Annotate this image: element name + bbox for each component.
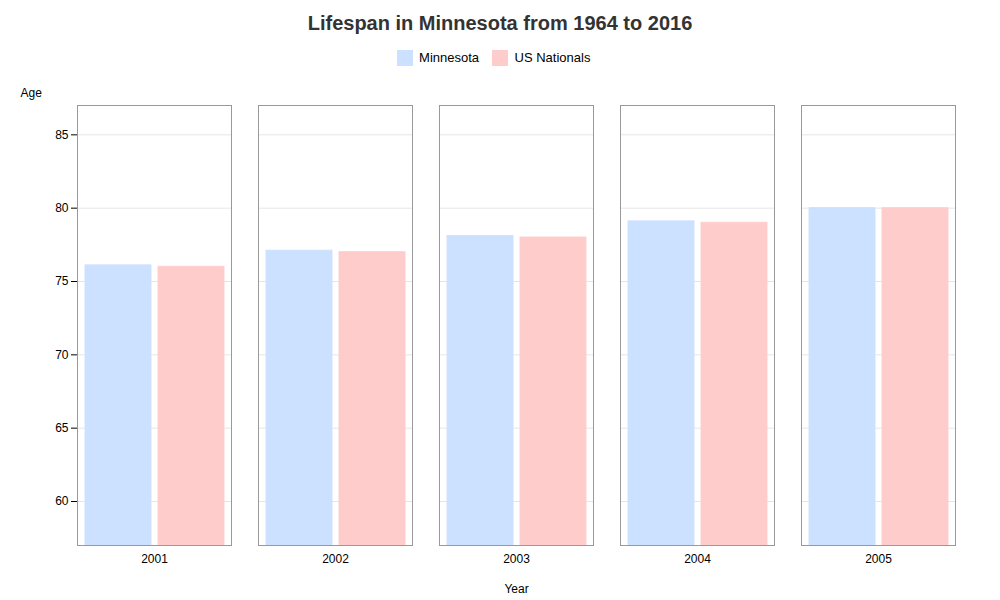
svg-text:2001: 2001	[141, 552, 168, 566]
svg-text:70: 70	[55, 347, 69, 361]
svg-text:75: 75	[55, 274, 69, 288]
svg-text:2005: 2005	[865, 552, 892, 566]
svg-text:80: 80	[55, 201, 69, 215]
svg-text:65: 65	[55, 421, 69, 435]
svg-text:2002: 2002	[322, 552, 349, 566]
html-text:Minnesota: Minnesota	[419, 50, 479, 65]
svg-text:Year: Year	[504, 581, 528, 595]
svg-text:2003: 2003	[503, 552, 530, 566]
html-text:Lifespan in Minnesota from 196: Lifespan in Minnesota from 1964 to 2016	[307, 12, 693, 34]
svg-text:2004: 2004	[684, 552, 711, 566]
svg-text:60: 60	[55, 494, 69, 508]
html-text:US Nationals: US Nationals	[514, 50, 591, 65]
svg-text:Age: Age	[21, 86, 43, 100]
svg-text:85: 85	[55, 127, 69, 141]
